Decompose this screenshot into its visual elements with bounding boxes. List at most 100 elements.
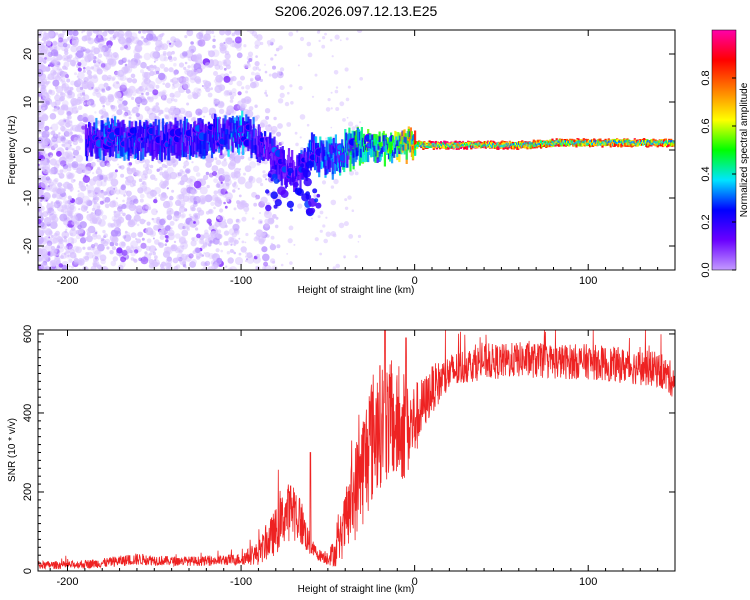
spectrogram-noise-blob [191,237,195,241]
spectrogram-noise-blob [139,232,143,236]
spectrogram-noise-blob [81,198,84,201]
spectrogram-noise-blob [265,178,268,181]
spectrogram-noise-blob [273,116,277,121]
spectrogram-noise-blob [65,249,70,254]
spectrogram-noise-blob [172,56,177,62]
colorbar-tick-label: 0.2 [700,214,712,229]
spectrogram-noise-blob [202,197,205,201]
spectrogram-noise-blob [40,112,48,120]
spectrogram-noise-blob [45,243,53,251]
spectrogram-noise-blob [245,90,249,94]
spectrogram-noise-blob [83,257,86,259]
spectrogram-noise-blob [55,266,60,270]
spectrogram-noise-blob [51,60,54,64]
spectrogram-noise-blob [42,97,46,102]
spectrogram-noise-blob [217,100,225,109]
spectrogram-noise-blob [58,132,61,135]
spectrogram-noise-blob [100,115,104,120]
spectrogram-noise-blob [293,243,296,246]
spectrogram-ridge-cell [156,138,159,154]
spectrogram-noise-blob [102,196,105,200]
spectrogram-noise-blob [137,104,140,108]
spectrogram-noise-blob [359,121,362,124]
spectrogram-ridge-cell [119,121,122,137]
spectrogram-noise-blob [230,171,237,179]
spectrogram-noise-blob [322,224,326,228]
spectrogram-noise-blob [324,32,327,36]
spectrogram-noise-blob [212,44,216,49]
spectrogram-noise-blob [172,80,180,89]
spectrogram-noise-blob [123,44,128,49]
spectrogram-noise-blob [347,195,352,200]
spectrogram-noise-blob [65,228,68,231]
spectrogram-noise-blob [63,48,69,53]
spectrogram-noise-blob [66,116,70,119]
spectrogram-noise-blob [199,186,208,195]
spectrogram-noise-blob [153,198,158,204]
spectrogram-noise-blob [135,112,140,118]
spectrogram-noise-blob [106,246,110,250]
spectrogram-noise-blob [223,41,226,45]
spectrogram-noise-blob [85,184,89,187]
spectrogram-noise-blob [164,107,170,113]
spectrogram-noise-blob [78,162,83,167]
spectrogram-noise-blob [60,125,66,132]
spectrogram-ridge-cell [341,139,344,155]
spectrogram-noise-blob [321,180,327,185]
spectrogram-noise-blob [263,160,268,165]
spectrogram-noise-blob [86,185,95,193]
spectrogram-noise-blob [195,108,203,116]
snr-x-tick-label: 100 [579,576,597,588]
spectrogram-noise-blob [158,229,165,236]
spectrogram-noise-blob [38,201,42,208]
spectrogram-noise-blob [114,71,121,77]
spectrogram-noise-blob [163,170,168,175]
spectrogram-noise-blob [195,247,201,253]
spectrogram-noise-blob [174,90,181,98]
spectrogram-noise-blob [226,198,230,202]
spectrogram-ridge-cell [383,152,386,167]
spectrogram-noise-blob [92,172,95,175]
spectrogram-noise-blob [140,98,148,106]
spectrogram-noise-blob [56,61,61,66]
spectrogram-noise-blob [275,216,279,220]
spectrogram-noise-blob [122,235,127,239]
spectrogram-noise-blob [49,219,58,227]
spectrogram-ridge-spot [271,165,276,170]
spectrogram-noise-blob [271,72,279,79]
spectrogram-noise-blob [213,190,218,195]
spectrogram-ridge-cell [119,136,122,159]
spectrogram-noise-blob [95,88,99,93]
spectrogram-noise-blob [224,90,230,96]
spectrogram-noise-blob [180,214,185,219]
spectrogram-noise-blob [46,207,55,216]
spectrogram-noise-blob [138,85,144,92]
spectrogram-ridge-cell [227,134,230,150]
spectrogram-noise-blob [124,106,129,111]
spectrogram-noise-blob [63,252,67,255]
spectrogram-noise-blob [234,36,242,44]
spectrogram-noise-blob [57,68,63,75]
spectrogram-noise-blob [210,231,215,237]
spectrogram-noise-blob [102,31,108,37]
spectrogram-noise-blob [61,83,67,89]
spectrogram-ridge-cell [581,142,584,147]
spectrogram-noise-blob [62,137,65,140]
spectrogram-ridge-cell [606,142,609,145]
spectrogram-noise-blob [216,216,220,220]
spectrogram-noise-blob [187,65,191,69]
spectrogram-noise-blob [274,53,277,57]
spectrogram-noise-blob [231,75,237,82]
colorbar: 0.0 0.2 0.4 0.6 0.8 Normalized spectral ampl… [700,29,750,278]
spectrogram-noise-blob [98,219,106,227]
spectrogram-noise-blob [112,256,119,262]
spectrogram-noise-blob [183,66,187,70]
spectrogram-noise-blob [81,35,88,42]
spectrogram-noise-blob [211,254,216,259]
spectrogram-ridge-cell [231,137,234,153]
spectrogram-noise-blob [91,233,98,240]
spectrogram-noise-blob [69,204,75,211]
spectrogram-ridge-cell [269,134,272,150]
spectrogram-ridge-spot [287,167,294,174]
